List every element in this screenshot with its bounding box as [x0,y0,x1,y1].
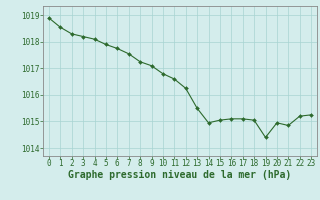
X-axis label: Graphe pression niveau de la mer (hPa): Graphe pression niveau de la mer (hPa) [68,170,292,180]
